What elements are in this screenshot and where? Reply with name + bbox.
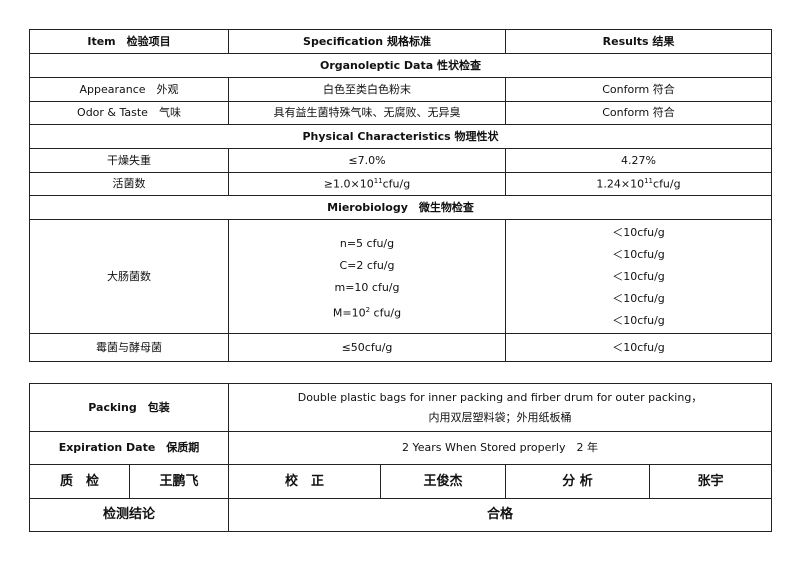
item-cell: Appearance 外观 bbox=[29, 77, 229, 102]
result-base: 1.24×10 bbox=[596, 177, 645, 191]
section-organoleptic: Organoleptic Data 性状检查 bbox=[29, 53, 772, 78]
spec-line: n=5 cfu/g bbox=[339, 236, 395, 250]
result-cell: ＜10cfu/g bbox=[505, 333, 772, 362]
result-cell: 4.27% bbox=[505, 148, 772, 173]
item-cell: 活菌数 bbox=[29, 172, 229, 196]
expiration-row: Expiration Date 保质期 2 Years When Stored … bbox=[28, 431, 773, 465]
result-line: ＜10cfu/g bbox=[612, 225, 665, 239]
spec-cell: ≥1.0×1011cfu/g bbox=[228, 172, 506, 196]
result-line: ＜10cfu/g bbox=[612, 269, 665, 283]
spec-cell: n=5 cfu/g C=2 cfu/g m=10 cfu/g M=102 cfu… bbox=[228, 219, 506, 334]
analysis-name: 张宇 bbox=[649, 464, 773, 499]
conclusion-value: 合格 bbox=[228, 498, 773, 532]
spec-cell: 具有益生菌特殊气味、无腐败、无异臭 bbox=[228, 101, 506, 125]
spec-cell: 白色至类白色粉末 bbox=[228, 77, 506, 102]
result-line: ＜10cfu/g bbox=[612, 291, 665, 305]
item-cell: 大肠菌数 bbox=[29, 219, 229, 334]
item-cell: 霉菌与酵母菌 bbox=[29, 333, 229, 362]
summary-table: Packing 包装 Double plastic bags for inner… bbox=[28, 383, 773, 532]
spec-unit: cfu/g bbox=[370, 306, 402, 320]
section-row: Mierobiology 微生物检查 bbox=[29, 195, 772, 220]
header-item: Item 检验项目 bbox=[29, 29, 229, 54]
table-row: 大肠菌数 n=5 cfu/g C=2 cfu/g m=10 cfu/g M=10… bbox=[29, 219, 772, 334]
result-cell: Conform 符合 bbox=[505, 101, 772, 125]
packing-label: Packing 包装 bbox=[28, 383, 230, 432]
packing-english: Double plastic bags for inner packing an… bbox=[297, 391, 703, 405]
table-row: Appearance 外观 白色至类白色粉末 Conform 符合 bbox=[29, 77, 772, 102]
expiration-value: 2 Years When Stored properly 2 年 bbox=[228, 431, 773, 465]
table-row: 活菌数 ≥1.0×1011cfu/g 1.24×1011cfu/g bbox=[29, 172, 772, 196]
conclusion-label: 检测结论 bbox=[28, 498, 230, 532]
result-cell: 1.24×1011cfu/g bbox=[505, 172, 772, 196]
packing-chinese: 内用双层塑料袋；外用纸板桶 bbox=[428, 410, 572, 424]
qc-name: 王鹏飞 bbox=[128, 464, 230, 499]
spec-exponent: 11 bbox=[373, 177, 383, 186]
result-line: ＜10cfu/g bbox=[612, 313, 665, 327]
result-line: ＜10cfu/g bbox=[612, 247, 665, 261]
packing-row: Packing 包装 Double plastic bags for inner… bbox=[28, 383, 773, 432]
spec-unit: cfu/g bbox=[382, 177, 411, 191]
expiration-label: Expiration Date 保质期 bbox=[28, 431, 230, 465]
section-row: Physical Characteristics 物理性状 bbox=[29, 124, 772, 149]
test-results-table: Item 检验项目 Specification 规格标准 Results 结果 … bbox=[29, 29, 772, 362]
result-cell: Conform 符合 bbox=[505, 77, 772, 102]
check-name: 王俊杰 bbox=[380, 464, 507, 499]
table-row: 霉菌与酵母菌 ≤50cfu/g ＜10cfu/g bbox=[29, 333, 772, 362]
signature-row: 质 检 王鹏飞 校 正 王俊杰 分 析 张宇 bbox=[29, 464, 773, 499]
spec-cell: ≤7.0% bbox=[228, 148, 506, 173]
packing-value: Double plastic bags for inner packing an… bbox=[228, 383, 773, 432]
result-cell: ＜10cfu/g ＜10cfu/g ＜10cfu/g ＜10cfu/g ＜10c… bbox=[505, 219, 772, 334]
spec-cell: ≤50cfu/g bbox=[228, 333, 506, 362]
section-row: Organoleptic Data 性状检查 bbox=[29, 53, 772, 78]
item-cell: Odor & Taste 气味 bbox=[29, 101, 229, 125]
header-results: Results 结果 bbox=[505, 29, 772, 54]
header-specification: Specification 规格标准 bbox=[228, 29, 506, 54]
section-physical: Physical Characteristics 物理性状 bbox=[29, 124, 772, 149]
result-unit: cfu/g bbox=[653, 177, 681, 191]
qc-label: 质 检 bbox=[29, 464, 130, 499]
header-row: Item 检验项目 Specification 规格标准 Results 结果 bbox=[29, 29, 772, 54]
result-exponent: 11 bbox=[644, 177, 654, 186]
spec-line: M=102 cfu/g bbox=[229, 299, 505, 321]
check-label: 校 正 bbox=[228, 464, 382, 499]
table-row: Odor & Taste 气味 具有益生菌特殊气味、无腐败、无异臭 Confor… bbox=[29, 101, 772, 125]
item-cell: 干燥失重 bbox=[29, 148, 229, 173]
conclusion-row: 检测结论 合格 bbox=[28, 498, 773, 532]
table-row: 干燥失重 ≤7.0% 4.27% bbox=[29, 148, 772, 173]
spec-base: ≥1.0×10 bbox=[323, 177, 374, 191]
analysis-label: 分 析 bbox=[505, 464, 651, 499]
spec-exponent: 2 bbox=[365, 305, 371, 314]
spec-base: M=10 bbox=[332, 306, 366, 320]
spec-line: C=2 cfu/g bbox=[339, 258, 395, 272]
section-microbiology: Mierobiology 微生物检查 bbox=[29, 195, 772, 220]
spec-line: m=10 cfu/g bbox=[334, 280, 400, 294]
